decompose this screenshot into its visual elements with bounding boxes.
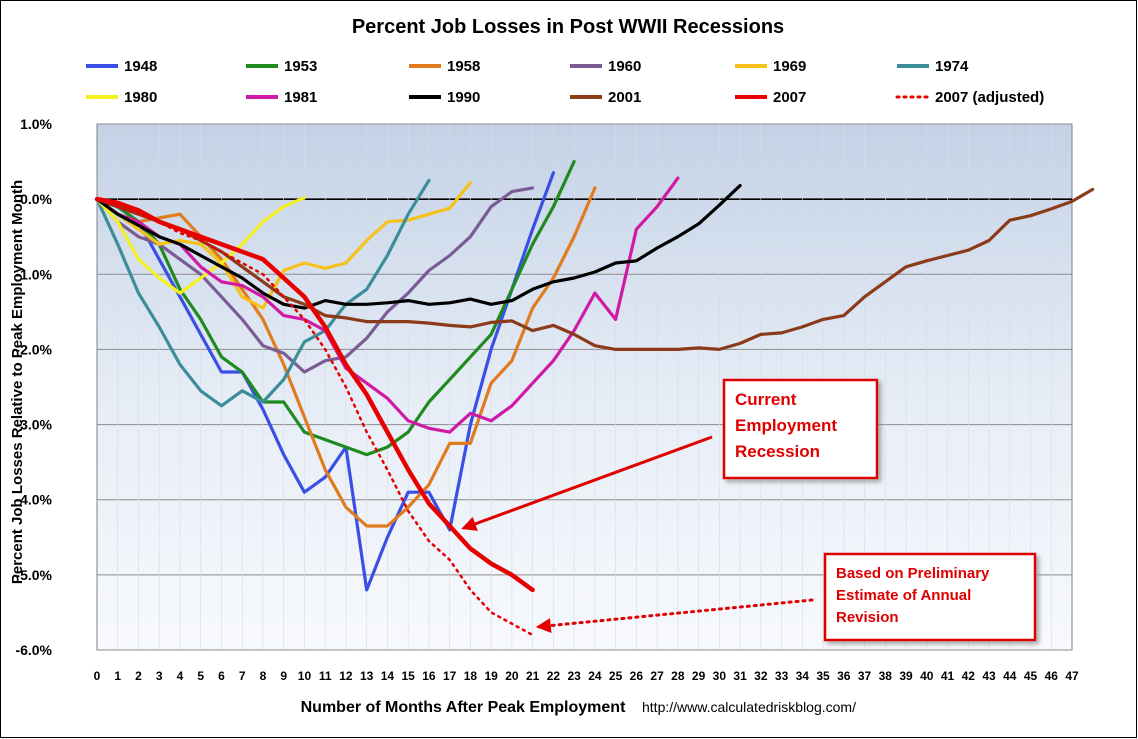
x-tick-label: 16 bbox=[422, 669, 436, 683]
annotation-box-revision bbox=[823, 552, 1037, 642]
x-tick-label: 45 bbox=[1024, 669, 1038, 683]
x-tick-label: 7 bbox=[239, 669, 246, 683]
x-tick-label: 0 bbox=[94, 669, 101, 683]
x-tick-label: 41 bbox=[941, 669, 955, 683]
legend-label: 2007 (adjusted) bbox=[935, 89, 1044, 106]
x-tick-label: 38 bbox=[879, 669, 893, 683]
series-line-1969 bbox=[95, 181, 472, 310]
x-tick-label: 21 bbox=[526, 669, 540, 683]
series-line-1958 bbox=[95, 186, 597, 528]
x-tick-label: 27 bbox=[650, 669, 664, 683]
x-tick-label: 5 bbox=[197, 669, 204, 683]
chart-title: Percent Job Losses in Post WWII Recessio… bbox=[352, 16, 784, 38]
series-line-1990 bbox=[95, 184, 742, 310]
x-tick-label: 39 bbox=[899, 669, 913, 683]
x-tick-label: 34 bbox=[796, 669, 810, 683]
x-tick-label: 13 bbox=[360, 669, 374, 683]
series-line-1974 bbox=[95, 178, 431, 408]
series-line-1981 bbox=[95, 176, 680, 434]
y-tick-label: -6.0% bbox=[15, 642, 52, 658]
y-axis-ticks: 1.0% 0.0% -1.0% -2.0% -3.0% -4.0% -5.0% -6.0% bbox=[15, 116, 52, 658]
annotation-box-current bbox=[722, 378, 879, 480]
x-tick-label: 14 bbox=[381, 669, 395, 683]
series-line-2001 bbox=[95, 187, 1095, 351]
x-tick-label: 10 bbox=[298, 669, 312, 683]
x-tick-label: 44 bbox=[1003, 669, 1017, 683]
y-tick-label: -4.0% bbox=[15, 492, 52, 508]
x-tick-label: 23 bbox=[567, 669, 581, 683]
x-tick-label: 37 bbox=[858, 669, 872, 683]
legend-label: 1980 bbox=[124, 89, 157, 106]
annotation-text: Based on Preliminary bbox=[836, 565, 990, 582]
legend-label: 1969 bbox=[773, 58, 806, 75]
annotation-arrow-current bbox=[461, 435, 713, 531]
x-tick-label: 30 bbox=[713, 669, 727, 683]
x-tick-label: 6 bbox=[218, 669, 225, 683]
y-tick-label: 1.0% bbox=[20, 116, 52, 132]
annotations: Current Employment Recession Based on Preli… bbox=[461, 378, 1037, 642]
x-tick-label: 33 bbox=[775, 669, 789, 683]
x-tick-label: 17 bbox=[443, 669, 457, 683]
legend-label: 1958 bbox=[447, 58, 480, 75]
x-tick-label: 47 bbox=[1065, 669, 1079, 683]
x-tick-label: 28 bbox=[671, 669, 685, 683]
x-tick-label: 22 bbox=[547, 669, 561, 683]
legend-label: 1990 bbox=[447, 89, 480, 106]
series-line-2007-adjusted bbox=[95, 197, 534, 637]
x-tick-label: 25 bbox=[609, 669, 623, 683]
series-line-1953 bbox=[95, 160, 576, 457]
x-tick-label: 29 bbox=[692, 669, 706, 683]
x-tick-label: 43 bbox=[982, 669, 996, 683]
annotation-text: Estimate of Annual bbox=[836, 587, 971, 604]
source-url: http://www.calculatedriskblog.com/ bbox=[642, 699, 856, 715]
x-tick-label: 42 bbox=[962, 669, 976, 683]
x-tick-label: 24 bbox=[588, 669, 602, 683]
annotation-text: Revision bbox=[836, 609, 899, 626]
y-tick-label: -3.0% bbox=[15, 417, 52, 433]
legend-label: 1974 bbox=[935, 58, 969, 75]
legend-label: 1953 bbox=[284, 58, 317, 75]
y-tick-label: -1.0% bbox=[15, 266, 52, 282]
y-tick-label: -2.0% bbox=[15, 341, 52, 357]
x-tick-label: 36 bbox=[837, 669, 851, 683]
annotation-text: Current bbox=[735, 390, 797, 409]
x-tick-label: 1 bbox=[114, 669, 121, 683]
legend-label: 1960 bbox=[608, 58, 641, 75]
annotation-text: Employment bbox=[735, 416, 837, 435]
series-line-2007 bbox=[94, 196, 535, 593]
x-tick-label: 15 bbox=[401, 669, 415, 683]
legend-label: 2001 bbox=[608, 89, 641, 106]
x-tick-label: 26 bbox=[630, 669, 644, 683]
series-line-1948 bbox=[95, 171, 556, 592]
legend-label: 2007 bbox=[773, 89, 806, 106]
x-axis-ticks: 0 1 2 3 4 5 6 7 8 9 10 11 12 13 14 15 16 17 18 19 20 21 22 23 24… bbox=[94, 669, 1079, 683]
x-tick-label: 35 bbox=[816, 669, 830, 683]
x-tick-label: 3 bbox=[156, 669, 163, 683]
x-tick-label: 31 bbox=[733, 669, 747, 683]
x-axis-label: Number of Months After Peak Employment bbox=[301, 699, 626, 716]
x-tick-label: 9 bbox=[280, 669, 287, 683]
x-tick-label: 12 bbox=[339, 669, 353, 683]
x-tick-label: 32 bbox=[754, 669, 768, 683]
series-lines bbox=[94, 160, 1095, 637]
x-tick-label: 18 bbox=[464, 669, 478, 683]
legend-label: 1948 bbox=[124, 58, 157, 75]
x-tick-label: 19 bbox=[484, 669, 498, 683]
y-tick-label: -5.0% bbox=[15, 567, 52, 583]
x-tick-label: 20 bbox=[505, 669, 519, 683]
x-tick-label: 11 bbox=[319, 669, 332, 683]
y-tick-label: 0.0% bbox=[20, 191, 52, 207]
series-line-1960 bbox=[95, 186, 535, 374]
series-line-1980 bbox=[95, 196, 306, 295]
legend-label: 1981 bbox=[284, 89, 317, 106]
x-tick-label: 40 bbox=[920, 669, 934, 683]
annotation-text: Recession bbox=[735, 442, 820, 461]
y-axis-label: Percent Job Losses Relative to Peak Empl… bbox=[9, 180, 26, 584]
legend: 1948 1953 1958 1960 1969 1974 1980 1981 1990 2001… bbox=[86, 58, 1044, 106]
x-tick-label: 8 bbox=[260, 669, 267, 683]
x-tick-label: 2 bbox=[135, 669, 142, 683]
x-tick-label: 46 bbox=[1045, 669, 1059, 683]
x-tick-label: 4 bbox=[177, 669, 184, 683]
